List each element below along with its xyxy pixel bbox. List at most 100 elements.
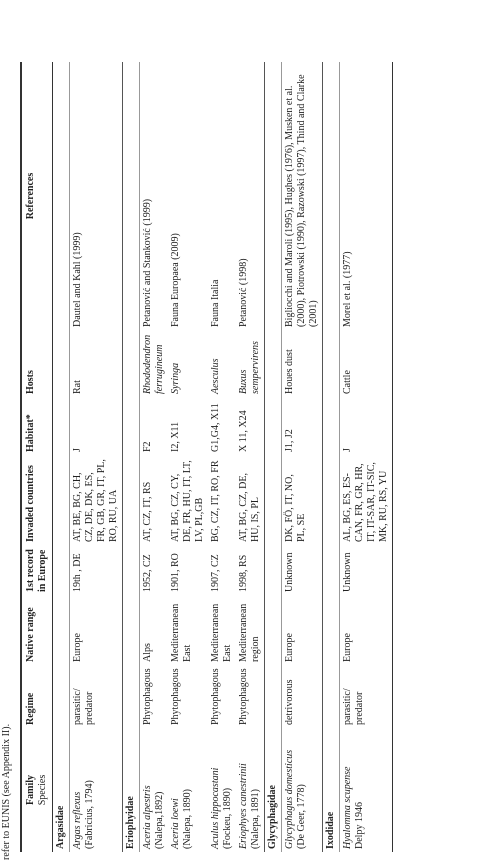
species-author: (Nalepa, 1891) [250,789,261,849]
cell: 1907, CZ [208,545,236,595]
column-header: Hosts [21,330,53,397]
column-header-text: 1st record in Europe [25,549,48,592]
cell: X 11, X24 [236,397,265,455]
cell-text: Phytophagous [142,668,153,725]
species-author: (Fabricius, 1794) [84,780,95,849]
cell: AT, BG, CZ, CY, DE, FR, HU, IT, LT, LV, … [168,455,208,545]
column-header: Family Species [21,728,53,852]
cell: Mediterranean region [236,595,265,665]
cell: detrivorous [282,665,323,728]
cell-text: 1998, RS [238,554,249,592]
column-header: Regime [21,665,53,728]
cell-text: Mediterranean region [238,603,261,662]
caption: refer to EUNIS (see Appendix II). [1,723,12,860]
species-row: Aceria loewi (Nalepa, 1890) Phytophagous Me… [168,62,208,852]
cell: Hyalomma scupense Delpy 1946 [339,728,393,852]
cell: Bigliocchi and Maroli (1995), Hughes (19… [282,62,323,330]
cell-text: 19th , DE [72,553,83,592]
cell: Phytophagous [208,665,236,728]
cell-text: Rat [72,380,83,394]
cell-text: Aesculus [210,358,221,394]
cell: AT, CZ, IT, RS [140,455,169,545]
species-name: Argas reflexus [72,791,83,849]
cell: Syringa [168,330,208,397]
family-cell: Argasidae [52,62,70,852]
cell-text: Rhododendron ferrugineum [142,334,165,394]
column-header-text: Invaded countries [25,465,36,542]
family-cell: Eriophyidae [122,62,140,852]
cell-text: Alps [142,643,153,662]
family-row: Glycyphagidae [264,62,282,852]
cell: Phytophagous [168,665,208,728]
cell: Argas reflexus (Fabricius, 1794) [70,728,123,852]
column-header-line: Family [25,775,36,805]
column-header: Native range [21,595,53,665]
cell: DK, FÖ, IT, NO, PL, SE [282,455,323,545]
species-name: Glycyphagus domesticus [284,749,295,849]
cell-text: Phytophagous [210,668,221,725]
cell-text: Mediterranean East [170,603,193,662]
cell: AT, BG, CZ, DE, HU, IS, PL [236,455,265,545]
family-row: Argasidae [52,62,70,852]
cell: Dautel and Kahl (1999) [70,62,123,330]
table-body: Argasidae Argas reflexus (Fabricius, 1794)… [52,62,393,852]
species-row: Glycyphagus domesticus (De Geer, 1778) det… [282,62,323,852]
cell: Rhododendron ferrugineum [140,330,169,397]
species-name: Aceria alpestris [142,785,153,849]
cell-text: Europe [72,633,83,662]
cell-text: F2 [142,441,153,452]
cell: Buxus sempervirens [236,330,265,397]
cell-text: Dautel and Kahl (1999) [72,232,83,327]
cell-text: Mediterranean East [210,603,233,662]
species-author: (De Geer, 1778) [296,784,307,849]
species-row: Argas reflexus (Fabricius, 1794) parasitic… [70,62,123,852]
cell: Aceria alpestris (Nalepa,1892) [140,728,169,852]
cell-text: X 11, X24 [238,410,249,452]
cell-text: Morel et al. (1977) [342,251,353,327]
column-header: Habitat* [21,397,53,455]
cell: Phytophagous [236,665,265,728]
cell-text: J [342,448,353,452]
cell-text: Phytophagous [238,668,249,725]
cell: G1,G4, X11 [208,397,236,455]
cell-text: parasitic/ predator [72,688,95,725]
cell: J [339,397,393,455]
species-table: Family Species Regime Native range 1st recor… [20,62,393,852]
cell-text: detrivorous [284,679,295,725]
cell: 1952, CZ [140,545,169,595]
species-row: Eriophyes canestrinii (Nalepa, 1891) Phyto… [236,62,265,852]
cell-text: Unknown [342,552,353,592]
cell-text: Europe [342,633,353,662]
cell: Mediterranean East [208,595,236,665]
header-row: Family Species Regime Native range 1st recor… [21,62,53,852]
column-header: 1st record in Europe [21,545,53,595]
cell-text: parasitic/ predator [342,688,365,725]
family-row: Eriophyidae [122,62,140,852]
cell-text: Petanović and Stanković (1999) [142,198,153,327]
species-author: Delpy 1946 [354,802,365,849]
column-header-text: References [25,172,36,220]
cell-text: AL, BG, ES, ES-CAN, FR, GR, HR, IT, IT-S… [342,462,389,542]
cell: BG, CZ, IT, RO, FR [208,455,236,545]
cell-text: Phytophagous [170,668,181,725]
cell: AT, BE, BG, CH, CZ, DE, DK, ES, FR, GB, … [70,455,123,545]
cell: Houes dust [282,330,323,397]
cell: Europe [339,595,393,665]
cell-text: I2, X11 [170,421,181,452]
cell-text: 1952, CZ [142,554,153,592]
column-header-text: Habitat* [25,414,36,452]
column-header: Invaded countries [21,455,53,545]
column-header-text: Hosts [25,370,36,394]
column-header-text: Regime [25,692,36,725]
cell: AL, BG, ES, ES-CAN, FR, GR, HR, IT, IT-S… [339,455,393,545]
cell: parasitic/ predator [70,665,123,728]
cell-text: Fauna Europaea (2009) [170,233,181,327]
cell-text: Houes dust [284,349,295,394]
cell: Alps [140,595,169,665]
cell-text: Europe [284,633,295,662]
cell: Cattle [339,330,393,397]
cell: Glycyphagus domesticus (De Geer, 1778) [282,728,323,852]
cell-text: AT, BE, BG, CH, CZ, DE, DK, ES, FR, GB, … [72,459,119,542]
column-header-text: Native range [25,607,36,662]
